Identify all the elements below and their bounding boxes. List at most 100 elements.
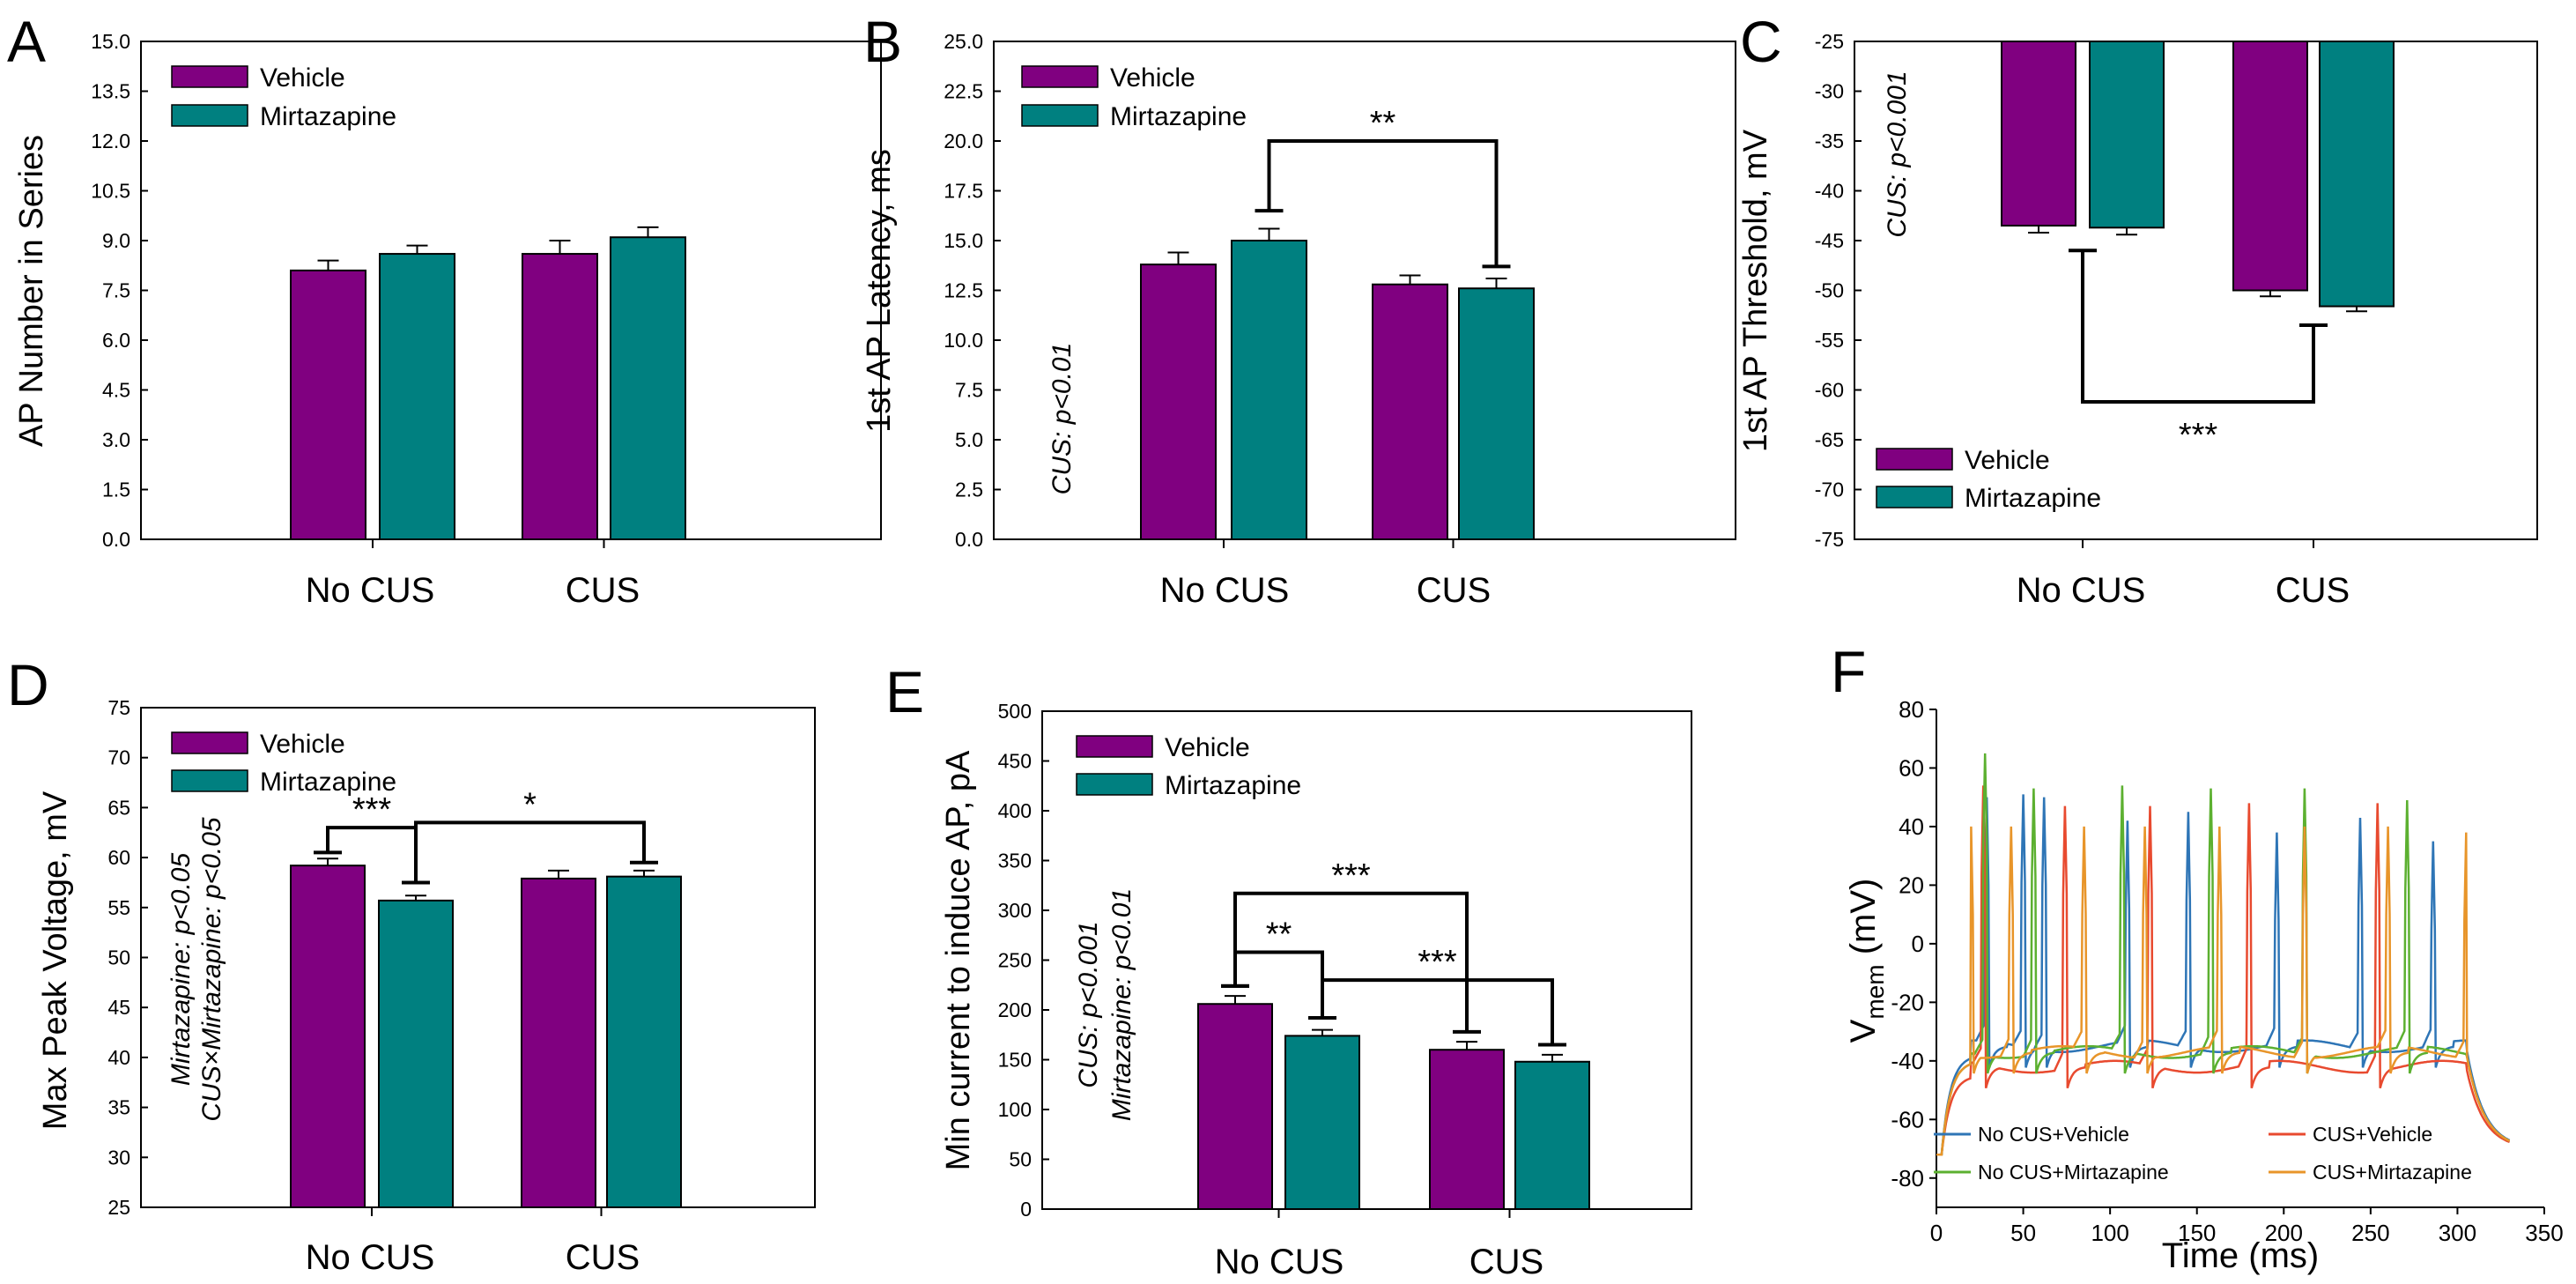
stats-annotation: CUS: p<0.001 [1883, 71, 1912, 237]
bar-mirtazapine [379, 253, 455, 540]
y-tick-label: 1.5 [102, 479, 130, 501]
bar-vehicle [1429, 1049, 1505, 1210]
plot-frame [993, 41, 1736, 540]
panel-e: E 0 50 100 150 200 250 300 350 400 450 500 Min curre… [885, 659, 1692, 1281]
legend-swatch [1876, 486, 1953, 508]
x-tick-label: 50 [2010, 1220, 2036, 1246]
panel-d: D 25 30 35 40 45 50 55 60 65 70 75 Max Peak Voltage,… [7, 652, 816, 1277]
legend-label: Mirtazapine [1965, 484, 2101, 513]
panel-letter: C [1740, 9, 1782, 74]
bar-vehicle [1140, 263, 1217, 540]
y-tick-label: -25 [1815, 30, 1844, 53]
legend-label: Mirtazapine [260, 768, 396, 797]
category-label: CUS [566, 1238, 640, 1277]
significance-bracket [414, 820, 646, 883]
stats-annotation: Mirtazapine: p<0.05 [167, 853, 196, 1087]
significance-bracket [1233, 891, 1469, 1032]
y-tick-label: -60 [1891, 1106, 1924, 1132]
y-label-unit: (mV) [1844, 879, 1883, 965]
legend-label: Mirtazapine [1110, 102, 1247, 131]
bar-mirtazapine [2319, 41, 2395, 308]
y-tick-label: 3.0 [102, 428, 130, 451]
legend-label: Vehicle [260, 63, 345, 93]
category-label: CUS [1417, 571, 1491, 610]
y-tick-label: -55 [1815, 329, 1844, 352]
y-tick-label: 10.5 [91, 180, 130, 203]
y-tick-label: 25.0 [944, 30, 983, 53]
significance-label: *** [352, 791, 392, 828]
y-tick-label: 0.0 [102, 528, 130, 551]
category-label: No CUS [1160, 571, 1290, 610]
y-tick-label: -80 [1891, 1165, 1924, 1191]
y-tick-label: 55 [107, 896, 130, 919]
category-label: CUS [2276, 571, 2350, 610]
y-axis-label: 1st AP Threshold, mV [1737, 129, 1774, 452]
y-tick-label: 0 [1912, 931, 1924, 957]
significance-label: *** [1418, 944, 1457, 981]
bar-mirtazapine [1231, 240, 1307, 540]
legend-label: Mirtazapine [260, 102, 396, 131]
y-tick-label: 30 [107, 1146, 130, 1169]
y-tick-label: 150 [998, 1049, 1032, 1072]
x-tick-label: 300 [2439, 1220, 2476, 1246]
significance-label: ** [1370, 105, 1396, 142]
category-label: No CUS [306, 1238, 435, 1277]
bar-mirtazapine [1514, 1060, 1590, 1211]
y-tick-label: 60 [107, 846, 130, 869]
y-tick-label: -70 [1815, 479, 1844, 501]
bar-vehicle [290, 269, 366, 540]
y-tick-label: -30 [1815, 80, 1844, 103]
x-axis-label: Time (ms) [2162, 1236, 2319, 1275]
y-tick-label: 60 [1899, 754, 1924, 781]
y-tick-label: 22.5 [944, 80, 983, 103]
y-tick-label: 250 [998, 949, 1032, 972]
y-axis-label: Max Peak Voltage, mV [37, 790, 74, 1130]
y-axis-label: Min current to induce AP, pA [940, 750, 977, 1170]
category-label: No CUS [306, 571, 435, 610]
panel-a: A 0.0 1.5 3.0 4.5 6.0 7.5 9.0 10.5 12.0 13.5 15.0 AP… [7, 9, 882, 610]
panel-letter: F [1831, 639, 1866, 704]
y-label-main: V [1844, 1019, 1883, 1043]
bar-mirtazapine [1284, 1035, 1360, 1210]
trace-0 [1936, 794, 2511, 1156]
y-tick-label: 50 [107, 946, 130, 969]
legend-label: Vehicle [1110, 63, 1195, 93]
y-tick-label: 20.0 [944, 130, 983, 152]
y-tick-label: 75 [107, 696, 130, 719]
panel-letter: A [7, 9, 46, 74]
panel-c: C -75 -70 -65 -60 -55 -50 -45 -40 -35 -30 -25 1st AP… [1737, 9, 2538, 610]
bar-mirtazapine [1458, 287, 1535, 540]
y-label-sub: mem [1862, 964, 1889, 1019]
y-tick-label: -45 [1815, 229, 1844, 252]
y-tick-label: 80 [1899, 696, 1924, 723]
legend-swatch [1076, 735, 1153, 758]
stats-annotation: Mirtazapine: p<0.01 [1107, 888, 1136, 1121]
y-tick-label: 9.0 [102, 229, 130, 252]
y-tick-label: 12.5 [944, 279, 983, 302]
y-tick-label: -75 [1815, 528, 1844, 551]
y-tick-label: 0 [1020, 1198, 1032, 1221]
panel-letter: D [7, 652, 49, 717]
legend-label: Vehicle [1965, 446, 2050, 475]
bar-vehicle [290, 865, 366, 1208]
y-tick-label: 15.0 [944, 229, 983, 252]
y-tick-label: 200 [998, 998, 1032, 1021]
y-tick-label: 35 [107, 1096, 130, 1119]
panel-letter: B [863, 9, 902, 74]
x-tick-label: 150 [2178, 1220, 2216, 1246]
y-tick-label: 350 [998, 850, 1032, 872]
bar-vehicle [2232, 41, 2308, 292]
y-tick-label: 12.0 [91, 130, 130, 152]
plot-frame [140, 41, 882, 540]
y-axis-label: Vmem (mV) [1844, 879, 1889, 1043]
y-tick-label: 500 [998, 700, 1032, 723]
y-tick-label: 13.5 [91, 80, 130, 103]
y-tick-label: 6.0 [102, 329, 130, 352]
y-tick-label: -40 [1891, 1048, 1924, 1074]
y-tick-label: 70 [107, 746, 130, 769]
bar-mirtazapine [606, 875, 682, 1208]
significance-label: *** [1331, 857, 1371, 894]
y-tick-label: 7.5 [102, 279, 130, 302]
y-tick-label: 20 [1899, 872, 1924, 898]
significance-label: *** [2179, 417, 2218, 454]
